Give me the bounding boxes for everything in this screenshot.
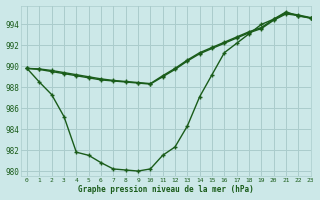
X-axis label: Graphe pression niveau de la mer (hPa): Graphe pression niveau de la mer (hPa)	[78, 185, 254, 194]
